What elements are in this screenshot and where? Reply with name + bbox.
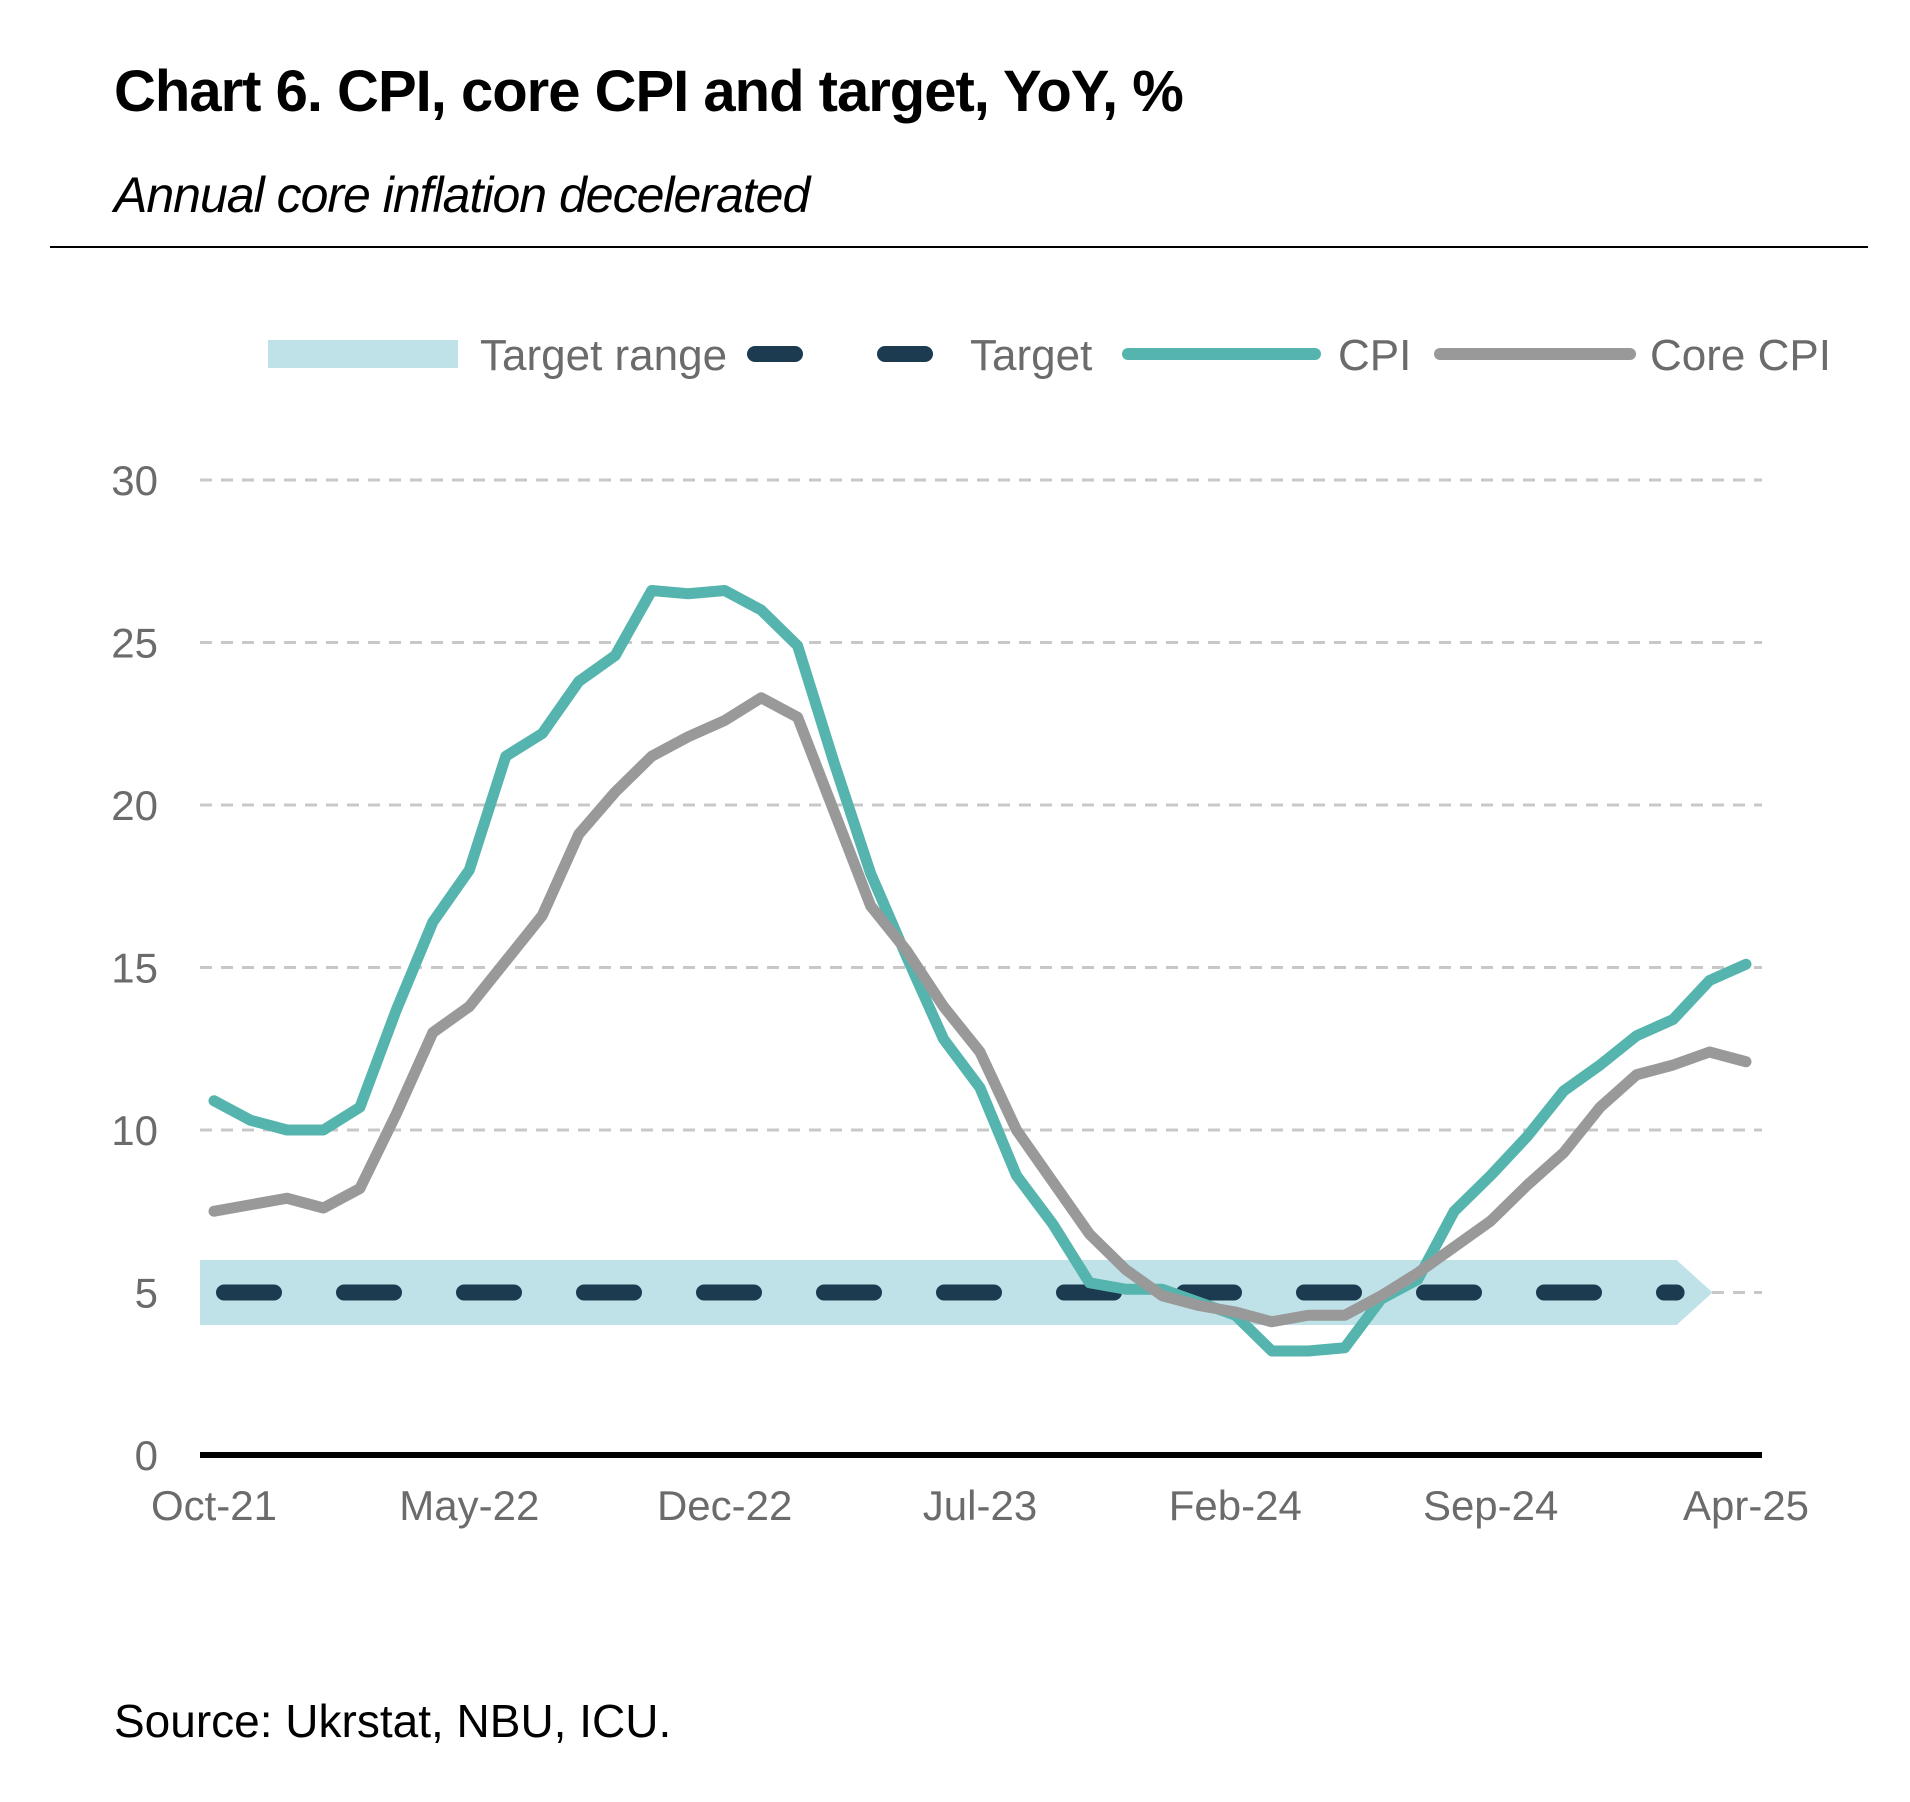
chart-title: Chart 6. CPI, core CPI and target, YoY, …	[114, 59, 1184, 124]
legend-swatch-target-range	[268, 340, 458, 368]
x-tick-label: Apr-25	[1683, 1482, 1809, 1529]
series-lines	[208, 585, 1752, 1357]
x-tick-label: May-22	[399, 1482, 539, 1529]
y-tick-label: 25	[111, 620, 158, 667]
legend: Target range Target CPI Core CPI	[268, 331, 1831, 380]
header-divider	[50, 246, 1868, 248]
chart-subtitle: Annual core inflation decelerated	[114, 167, 810, 223]
legend-label-target: Target	[970, 331, 1092, 380]
y-tick-label: 10	[111, 1107, 158, 1154]
y-tick-label: 30	[111, 457, 158, 504]
legend-label-core-cpi: Core CPI	[1650, 331, 1831, 380]
x-tick-label: Jul-23	[923, 1482, 1037, 1529]
x-tick-label: Dec-22	[657, 1482, 792, 1529]
axes: 0 5 10 15 20 25 30 Oct-21 May-22 Dec-22 Jul-23 Feb-…	[111, 457, 1809, 1529]
cpi-line	[208, 585, 1752, 1357]
legend-label-target-range: Target range	[480, 331, 727, 380]
y-tick-label: 15	[111, 945, 158, 992]
y-tick-label: 5	[135, 1270, 158, 1317]
y-tick-label: 0	[135, 1432, 158, 1479]
core-cpi-line	[208, 692, 1752, 1328]
x-tick-label: Sep-24	[1423, 1482, 1558, 1529]
legend-label-cpi: CPI	[1338, 331, 1411, 380]
x-tick-label: Feb-24	[1169, 1482, 1302, 1529]
x-tick-label: Oct-21	[151, 1482, 277, 1529]
y-tick-label: 20	[111, 782, 158, 829]
source-note: Source: Ukrstat, NBU, ICU.	[114, 1695, 672, 1747]
grid-lines	[200, 478, 1762, 1294]
